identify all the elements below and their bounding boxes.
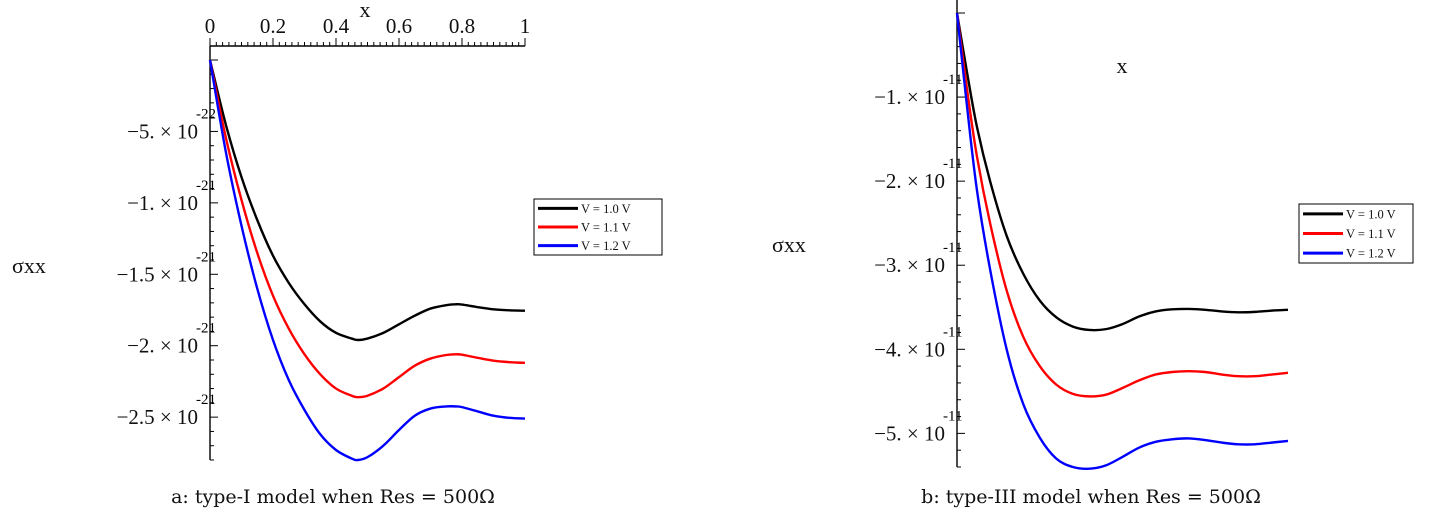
figure-caption: b: type-III model when Res = 500Ω: [921, 486, 1261, 508]
y-tick-label: −2.5 × 10: [117, 405, 198, 429]
x-axis-label: x: [360, 0, 371, 22]
y-tick-label: −4. × 10: [874, 337, 945, 361]
y-tick-exponent: -11: [943, 324, 962, 340]
y-tick-label: −2. × 10: [874, 169, 945, 193]
y-tick-exponent: -11: [943, 408, 962, 424]
y-tick-label: −1. × 10: [127, 191, 198, 215]
series-line-2: [208, 59, 526, 399]
y-tick-exponent: -11: [943, 156, 962, 172]
legend-label-3: V = 1.2 V: [1346, 247, 1396, 261]
y-tick-label: −1. × 10: [874, 85, 945, 109]
chart-type-III: 00.20.40.60.81−1. × 10-11−2. × 10-11−3. …: [772, 0, 1414, 508]
x-tick-label: 0: [205, 14, 216, 38]
series-line-1: [955, 12, 1289, 332]
x-tick-label: 0.4: [323, 14, 350, 38]
y-tick-exponent: -21: [196, 178, 216, 194]
y-axis-label: σxx: [772, 232, 806, 257]
y-tick-exponent: -21: [196, 392, 216, 408]
chart-type-I: 0 0.2 0.4 0.6 0.8 1−5. × 10-22−1. × 10-21−1.5…: [12, 0, 663, 508]
y-tick-label: −2. × 10: [127, 334, 198, 358]
y-tick-exponent: -21: [196, 249, 216, 265]
legend-label-1: V = 1.0 V: [581, 202, 631, 216]
series-line-3: [955, 12, 1289, 470]
y-tick-exponent: -11: [943, 72, 962, 88]
series-line-2: [955, 12, 1289, 398]
y-tick-exponent: -22: [196, 106, 216, 122]
y-axis-label: σxx: [12, 253, 46, 278]
y-tick-exponent: -11: [943, 240, 962, 256]
figure-caption: a: type-I model when Res = 500Ω: [171, 486, 495, 508]
y-tick-label: −5. × 10: [874, 421, 945, 445]
y-tick-exponent: -21: [196, 321, 216, 337]
series-line-1: [208, 59, 526, 342]
legend-label-2: V = 1.1 V: [1346, 227, 1396, 241]
x-axis-label: x: [1117, 53, 1128, 78]
legend-label-2: V = 1.1 V: [581, 221, 631, 235]
x-tick-label: 0.8: [449, 14, 475, 38]
x-tick-label: 0.2: [260, 14, 286, 38]
legend-label-1: V = 1.0 V: [1346, 207, 1396, 221]
x-tick-label: 0.6: [386, 14, 412, 38]
y-tick-label: −5. × 10: [127, 119, 198, 143]
y-tick-label: −1.5 × 10: [117, 262, 198, 286]
legend-label-3: V = 1.2 V: [581, 239, 631, 253]
x-tick-label: 1: [520, 14, 531, 38]
y-tick-label: −3. × 10: [874, 253, 945, 277]
series-line-3: [208, 59, 526, 462]
